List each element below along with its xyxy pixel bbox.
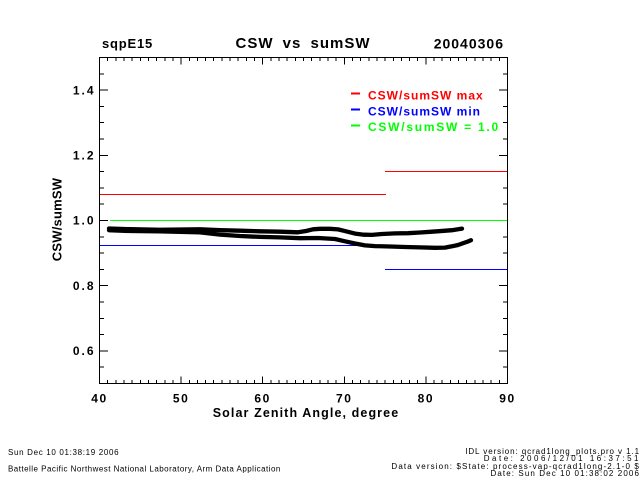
svg-text:50: 50 xyxy=(173,392,190,406)
svg-text:CSW vs sumSW: CSW vs sumSW xyxy=(235,35,370,52)
svg-text:Date: Sun Dec 10 01:38:02 2006: Date: Sun Dec 10 01:38:02 2006 xyxy=(490,469,640,478)
svg-text:90: 90 xyxy=(499,392,516,406)
svg-text:1.2: 1.2 xyxy=(73,149,96,163)
svg-text:Sun Dec 10 01:38:19 2006: Sun Dec 10 01:38:19 2006 xyxy=(8,448,119,457)
svg-text:70: 70 xyxy=(336,392,353,406)
svg-text:Solar Zenith Angle, degree: Solar Zenith Angle, degree xyxy=(213,406,400,420)
svg-text:sqpE15: sqpE15 xyxy=(102,36,153,51)
svg-text:40: 40 xyxy=(91,392,108,406)
svg-text:IDL version: qcrad1long_plots.: IDL version: qcrad1long_plots.pro v 1.1 xyxy=(465,447,640,456)
svg-text:Battelle Pacific Northwest Nat: Battelle Pacific Northwest National Labo… xyxy=(8,465,281,474)
svg-text:20040306: 20040306 xyxy=(434,36,504,52)
svg-text:1.0: 1.0 xyxy=(73,214,96,228)
svg-text:60: 60 xyxy=(254,392,271,406)
svg-text:Data version: $State: process-: Data version: $State: process-vap-qcrad1… xyxy=(391,462,640,471)
svg-text:CSW/sumSW max: CSW/sumSW max xyxy=(368,89,484,103)
svg-text:0.6: 0.6 xyxy=(73,344,96,358)
svg-text:80: 80 xyxy=(418,392,435,406)
svg-text:1.4: 1.4 xyxy=(73,83,96,97)
svg-text:CSW/sumSW min: CSW/sumSW min xyxy=(368,105,481,119)
svg-text:CSW/sumSW: CSW/sumSW xyxy=(50,177,65,261)
svg-text:CSW/sumSW = 1.0: CSW/sumSW = 1.0 xyxy=(368,120,500,134)
svg-text:0.8: 0.8 xyxy=(73,279,96,293)
svg-text:Date: 2006/12/01 16:37:51: Date: 2006/12/01 16:37:51 xyxy=(484,454,640,463)
